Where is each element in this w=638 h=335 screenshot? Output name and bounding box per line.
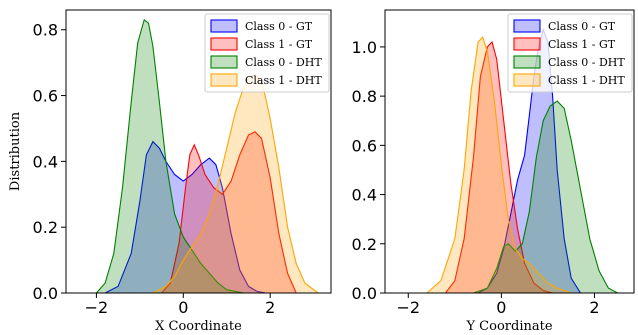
legend-box [204,13,330,93]
legend-label-class-0-dht: Class 0 - DHT [245,56,322,69]
panel-1: −2 0 2 0.0 0.2 0.4 0.6 0.8 X Coordinate Distribut… [8,9,332,334]
line-class-0-gt [104,140,266,293]
area-class-1-dht [152,75,318,293]
axes-frame [65,9,332,294]
y-tick-label: 0.0 [352,284,377,303]
area-class-0-dht [96,19,245,293]
area-class-1-gt [445,42,553,293]
x-tick-label: 0 [496,298,506,317]
y-tick-label: 0.4 [352,186,377,205]
legend-swatch-class-0-gt [513,19,541,33]
legend-label-class-0-gt: Class 0 - GT [548,20,616,33]
legend-swatch-class-1-dht [210,73,238,87]
area-class-0-dht [473,101,618,293]
legend-swatch-class-0-gt [210,19,238,33]
area-class-0-gt [478,29,581,293]
y-tick-label: 0.6 [352,136,377,155]
x-tick-label: 2 [589,298,599,317]
x-tick-label: −2 [85,298,109,317]
y-tick-label: 0.8 [33,21,58,40]
line-class-0-dht [473,100,618,293]
legend-label-class-1-gt: Class 1 - GT [245,38,313,51]
legend-swatch-class-1-dht [513,73,541,87]
x-tick-label: −2 [396,298,420,317]
y-tick-label: 0.4 [33,152,58,171]
area-class-1-dht [426,37,572,293]
line-class-1-gt [161,131,297,293]
y-tick-label: 0.2 [33,218,58,237]
legend-label-class-1-dht: Class 1 - DHT [245,74,322,87]
y-tick-label: 1.0 [352,38,377,57]
plot-area [95,18,319,293]
legend-label-class-1-gt: Class 1 - GT [548,38,616,51]
area-class-0-gt [105,141,266,293]
legend-swatch-class-1-gt [210,37,238,51]
line-class-1-dht [426,36,572,293]
legend-label-class-0-dht: Class 0 - DHT [548,56,625,69]
y-tick-label: 0.8 [352,87,377,106]
x-axis-label: X Coordinate [155,319,242,334]
legend-swatch-class-0-dht [513,55,541,69]
legend: Class 0 - GT Class 1 - GT Class 0 - DHT Cla… [507,13,633,93]
area-class-1-gt [161,131,297,293]
x-axis-label: Y Coordinate [465,319,552,334]
line-class-1-dht [152,75,319,293]
x-tick-label: 0 [178,298,188,317]
line-class-1-gt [445,40,553,293]
legend-swatch-class-0-dht [210,55,238,69]
legend-label-class-1-dht: Class 1 - DHT [548,74,625,87]
legend: Class 0 - GT Class 1 - GT Class 0 - DHT Cla… [204,13,330,93]
y-axis-label: Distribution [8,111,23,191]
axes-frame [384,9,635,294]
legend-box [507,13,633,93]
y-tick-label: 0.2 [352,235,377,254]
legend-swatch-class-1-gt [513,37,541,51]
panel-2: −2 0 2 0.0 0.2 0.4 0.6 0.8 1.0 Y Coordinate Class … [352,9,635,334]
y-tick-label: 0.0 [33,284,58,303]
x-tick-label: 2 [265,298,275,317]
y-tick-label: 0.6 [33,87,58,106]
legend-label-class-0-gt: Class 0 - GT [245,20,313,33]
line-class-0-dht [95,18,245,293]
